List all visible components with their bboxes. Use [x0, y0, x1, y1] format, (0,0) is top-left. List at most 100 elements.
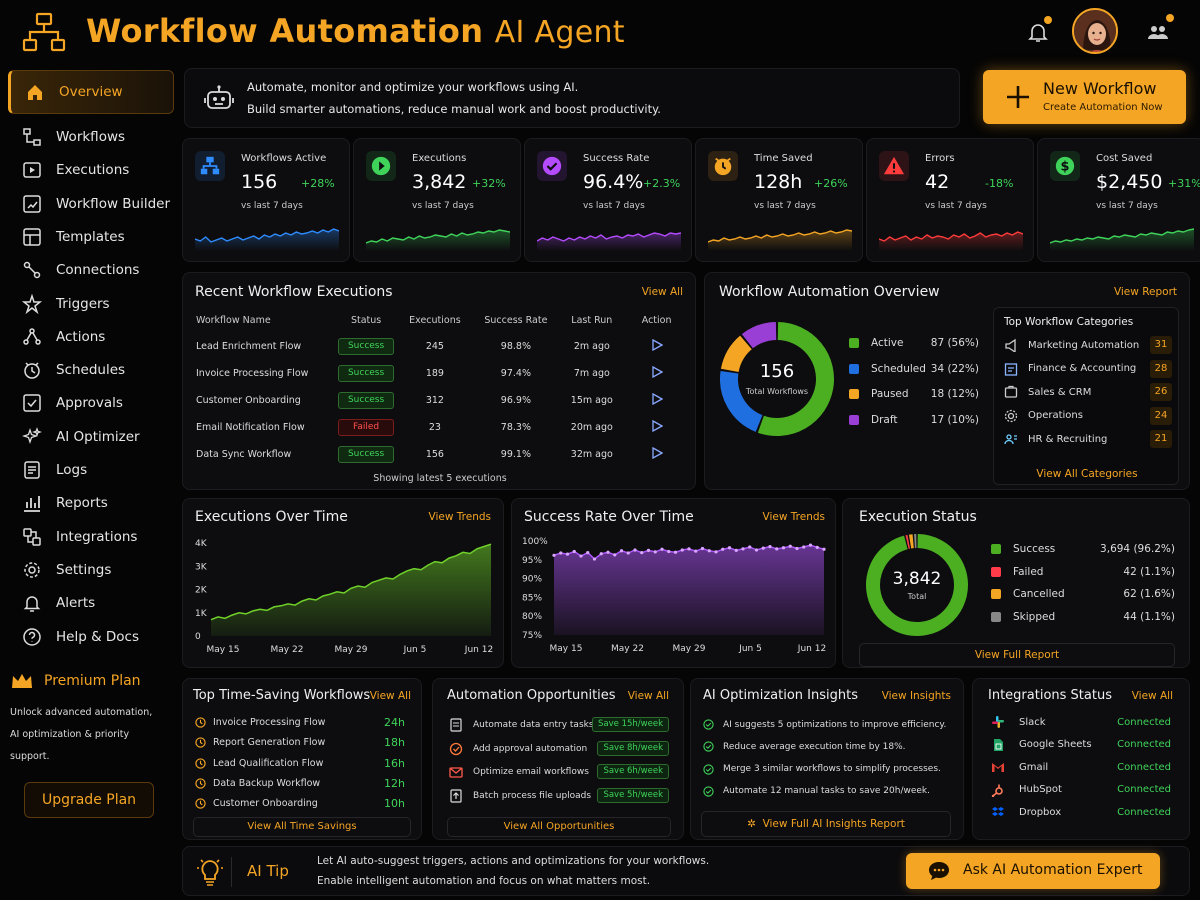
top-categories-box: Top Workflow Categories Marketing Automa… [993, 307, 1179, 485]
sparkline-fill [879, 232, 1023, 251]
view-all-categories-link[interactable]: View All Categories [1036, 468, 1138, 480]
table-row[interactable]: Data Sync Workflow Success 156 99.1% 32m ago [196, 441, 686, 468]
overview-view-report-link[interactable]: View Report [1113, 286, 1177, 298]
overview-total-label: Total Workflows [745, 387, 809, 396]
sidebar-item-schedules[interactable]: Schedules [8, 353, 174, 387]
sidebar-item-label: Overview [59, 84, 123, 100]
integration-item[interactable]: Slack Connected [991, 715, 1171, 729]
data-point [768, 545, 772, 549]
opportunity-item[interactable]: Add approval automation Save 8h/week [449, 740, 671, 756]
time-saving-view-all-link[interactable]: View All [369, 690, 411, 702]
table-row[interactable]: Email Notification Flow Failed 23 78.3% 20m … [196, 414, 686, 441]
exec-chart-title: Executions Over Time [195, 509, 348, 525]
time-saving-item[interactable]: Customer Onboarding 10h [195, 797, 405, 810]
table-row[interactable]: Customer Onboarding Success 312 96.9% 15m ag… [196, 387, 686, 414]
integration-item[interactable]: HubSpot Connected [991, 783, 1171, 797]
integrations-view-all-link[interactable]: View All [1131, 690, 1173, 702]
insights-view-link[interactable]: View Insights [881, 690, 951, 702]
stat-card-time-saved[interactable]: Time Saved 128h +26% vs last 7 days [695, 138, 863, 262]
sidebar-item-alerts[interactable]: Alerts [8, 586, 174, 620]
donut-slice-scheduled [720, 370, 763, 432]
stat-card-errors[interactable]: Errors 42 -18% vs last 7 days [866, 138, 1034, 262]
sidebar-item-actions[interactable]: Actions [8, 320, 174, 354]
ask-ai-expert-button[interactable]: Ask AI Automation Expert [906, 853, 1160, 889]
exec-view-trends-link[interactable]: View Trends [428, 511, 491, 523]
play-icon[interactable] [651, 365, 663, 379]
sidebar-item-connections[interactable]: Connections [8, 253, 174, 287]
stat-card-workflows-active[interactable]: Workflows Active 156 +28% vs last 7 days [182, 138, 350, 262]
sidebar-item-logs[interactable]: Logs [8, 453, 174, 487]
recent-view-all-link[interactable]: View All [641, 286, 683, 298]
avatar[interactable] [1072, 8, 1118, 54]
upgrade-plan-button[interactable]: Upgrade Plan [24, 782, 154, 818]
category-row[interactable]: Sales & CRM 26 [1004, 383, 1172, 401]
team-button[interactable] [1140, 14, 1176, 50]
sidebar-item-settings[interactable]: Settings [8, 553, 174, 587]
stat-delta: -18% [985, 177, 1014, 190]
table-row[interactable]: Lead Enrichment Flow Success 245 98.8% 2m ag… [196, 333, 686, 360]
integration-item[interactable]: Gmail Connected [991, 760, 1171, 774]
success-view-trends-link[interactable]: View Trends [762, 511, 825, 523]
category-row[interactable]: Operations 24 [1004, 406, 1172, 425]
x-tick-label: May 15 [550, 644, 583, 654]
status-legend-cancelled: Cancelled 62 (1.6%) [991, 588, 1175, 600]
opportunity-item[interactable]: Batch process file uploads Save 5h/week [449, 787, 671, 803]
check-circle-icon [703, 763, 714, 775]
opportunity-item[interactable]: Optimize email workflows Save 6h/week [449, 764, 671, 779]
time-saving-label: Report Generation Flow [213, 737, 326, 749]
sidebar-item-reports[interactable]: Reports [8, 486, 174, 520]
view-all-time-savings-button[interactable]: View All Time Savings [193, 817, 411, 837]
sidebar-item-workflow-builder[interactable]: Workflow Builder [8, 187, 174, 221]
legend-label: Skipped [1013, 611, 1056, 624]
sidebar-item-templates[interactable]: Templates [8, 220, 174, 254]
sidebar-item-triggers[interactable]: Triggers [8, 287, 174, 321]
play-icon[interactable] [651, 392, 663, 406]
view-full-report-button[interactable]: View Full Report [859, 643, 1175, 667]
help-icon [23, 627, 41, 646]
new-workflow-button[interactable]: New Workflow Create Automation Now [983, 70, 1186, 124]
integrations-title: Integrations Status [988, 688, 1112, 703]
play-icon[interactable] [651, 446, 663, 460]
sidebar-item-ai-optimizer[interactable]: AI Optimizer [8, 420, 174, 454]
full-insights-report-button[interactable]: ✲ View Full AI Insights Report [701, 811, 951, 837]
category-row[interactable]: Finance & Accounting 28 [1004, 359, 1172, 378]
opportunities-view-all-link[interactable]: View All [627, 690, 669, 702]
time-saving-item[interactable]: Invoice Processing Flow 24h [195, 716, 405, 729]
last-run: 2m ago [573, 341, 610, 352]
stat-card-success-rate[interactable]: Success Rate 96.4% +2.3% vs last 7 days [524, 138, 692, 262]
integration-label: Google Sheets [1019, 739, 1092, 750]
stat-card-executions[interactable]: Executions 3,842 +32% vs last 7 days [353, 138, 521, 262]
sidebar-item-workflows[interactable]: Workflows [8, 120, 174, 154]
category-row[interactable]: Marketing Automation 31 [1004, 336, 1172, 354]
data-point [815, 545, 819, 549]
sidebar-item-overview[interactable]: Overview [8, 70, 174, 114]
y-tick-label: 1K [195, 609, 208, 619]
insight-text: Automate 12 manual tasks to save 20h/wee… [723, 786, 930, 797]
view-all-opportunities-button[interactable]: View All Opportunities [447, 817, 671, 837]
sidebar-item-help-docs[interactable]: Help & Docs [8, 620, 174, 654]
integration-item[interactable]: Dropbox Connected [991, 805, 1171, 819]
sidebar-item-executions[interactable]: Executions [8, 153, 174, 187]
time-saving-item[interactable]: Lead Qualification Flow 16h [195, 756, 405, 770]
legend-value: 17 (10%) [930, 413, 979, 426]
stat-card-cost-saved[interactable]: $ Cost Saved $2,450 +31% vs last 7 days [1037, 138, 1200, 262]
success-rate: 78.3% [500, 422, 531, 433]
data-point [707, 549, 711, 553]
notifications-button[interactable] [1020, 14, 1056, 50]
time-saving-label: Lead Qualification Flow [213, 757, 324, 769]
integration-item[interactable]: Google Sheets Connected [991, 738, 1171, 752]
y-tick-label: 0 [195, 632, 201, 642]
opportunity-item[interactable]: Automate data entry tasks Save 15h/week [449, 717, 671, 732]
time-saving-value: 16h [384, 756, 405, 770]
finance-icon [1004, 362, 1018, 376]
sidebar-item-approvals[interactable]: Approvals [8, 386, 174, 420]
data-point [613, 553, 617, 557]
time-saving-item[interactable]: Report Generation Flow 18h [195, 736, 405, 749]
category-row[interactable]: HR & Recruiting 21 [1004, 430, 1172, 448]
time-saving-item[interactable]: Data Backup Workflow 12h [195, 777, 405, 790]
sidebar-item-label: Connections [56, 262, 140, 279]
table-row[interactable]: Invoice Processing Flow Success 189 97.4% 7m… [196, 360, 686, 387]
play-icon[interactable] [651, 419, 663, 433]
sidebar-item-integrations[interactable]: Integrations [8, 520, 174, 554]
play-icon[interactable] [651, 338, 663, 352]
